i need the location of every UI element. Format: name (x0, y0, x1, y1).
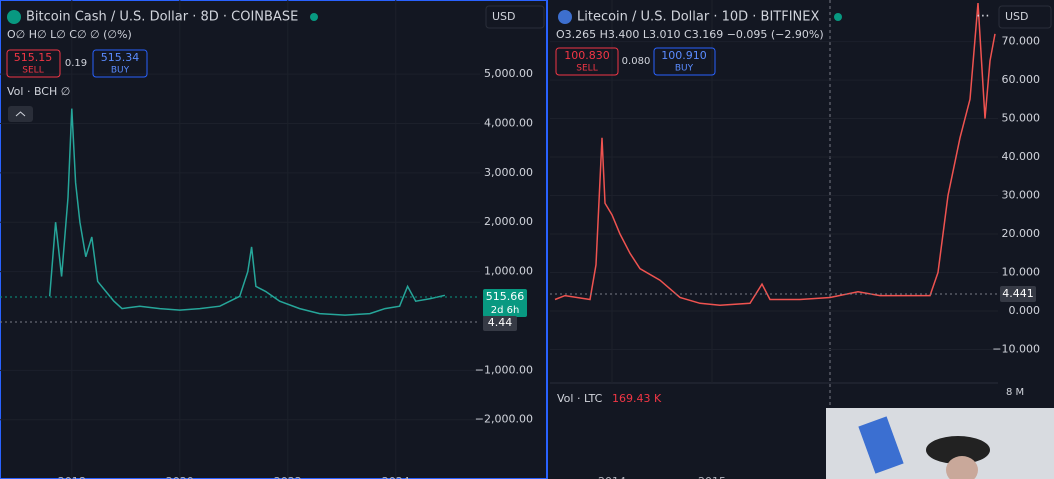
countdown: 2d 6h (491, 305, 520, 316)
low-tag: 4.44 (488, 316, 513, 329)
y-tick-label: 4,000.00 (484, 116, 533, 129)
y-tick-label: −2,000.00 (475, 413, 533, 426)
last-price-tag (1000, 286, 1036, 302)
y-tick-label: 60.000 (1002, 73, 1041, 86)
plot-area (48, 108, 446, 316)
currency-select[interactable] (485, 5, 545, 29)
volume-label: Vol · BCH ∅ (7, 85, 70, 98)
y-tick-label: 20.000 (1002, 227, 1041, 240)
currency-select[interactable] (998, 5, 1052, 29)
y-tick-label: 5,000.00 (484, 67, 533, 80)
spread: 0.19 (65, 58, 87, 69)
sell-button[interactable] (6, 49, 61, 78)
sell-label: SELL (576, 64, 597, 74)
webcam-object (858, 416, 904, 474)
low-tag-box (483, 316, 517, 331)
x-tick-label: 2018 (58, 475, 86, 479)
currency: USD (492, 10, 516, 23)
y-tick-label: 0.000 (1009, 304, 1041, 317)
volume-tick: 8 M (1006, 387, 1024, 398)
buy-label: BUY (675, 64, 694, 74)
x-tick-label: 2020 (166, 475, 194, 479)
left-panel (0, 0, 548, 479)
webcam-hat (926, 436, 990, 464)
coin-icon (558, 10, 572, 24)
ohlc: O3.265 H3.400 L3.010 C3.169 −0.095 (−2.9… (556, 28, 824, 41)
buy-price: 515.34 (101, 51, 140, 64)
spread: 0.080 (622, 56, 651, 67)
ohlc: O∅ H∅ L∅ C∅ ∅ (∅%) (7, 28, 132, 41)
y-tick-label: 3,000.00 (484, 166, 533, 179)
collapse-icon (15, 111, 26, 117)
buy-button[interactable] (653, 47, 716, 76)
y-tick-label: 10.000 (1002, 266, 1041, 279)
y-tick-label: 2,000.00 (484, 215, 533, 228)
more-menu[interactable]: ⋯ (976, 8, 990, 24)
x-tick-label: 2014 (598, 475, 626, 479)
last-price: 515.66 (486, 290, 525, 303)
buy-label: BUY (111, 66, 130, 76)
x-tick-label: 2022 (274, 475, 302, 479)
y-tick-label: 1,000.00 (484, 265, 533, 278)
sell-price: 515.15 (14, 51, 53, 64)
right-panel (550, 0, 1054, 479)
market-status (310, 13, 318, 21)
market-status (834, 13, 842, 21)
y-tick-label: 50.000 (1002, 112, 1041, 125)
symbol-title[interactable]: Litecoin / U.S. Dollar · 10D · BITFINEX (577, 10, 819, 25)
x-tick-label: 2015 (698, 475, 726, 479)
buy-button[interactable] (92, 49, 148, 78)
price-line (48, 108, 446, 316)
y-tick-label: −10.000 (992, 343, 1040, 356)
buy-price: 100.910 (661, 49, 707, 62)
y-tick-label: −1,000.00 (475, 363, 533, 376)
y-tick-label: 70.000 (1002, 35, 1041, 48)
volume-value: 169.43 K (612, 392, 662, 405)
last-price-tag (483, 289, 527, 317)
y-tick-label: 40.000 (1002, 150, 1041, 163)
webcam-face (946, 456, 978, 479)
coin-icon (7, 10, 21, 24)
collapse-button[interactable] (8, 106, 33, 122)
sell-label: SELL (22, 66, 43, 76)
symbol-title[interactable]: Bitcoin Cash / U.S. Dollar · 8D · COINBA… (26, 10, 298, 25)
sell-price: 100.830 (564, 49, 610, 62)
y-tick-label: 30.000 (1002, 189, 1041, 202)
currency: USD (1005, 10, 1029, 23)
x-tick-label: 2024 (382, 475, 410, 479)
volume-label: Vol · LTC (557, 392, 603, 405)
sell-button[interactable] (555, 47, 619, 76)
last-price: 4.441 (1002, 287, 1034, 300)
